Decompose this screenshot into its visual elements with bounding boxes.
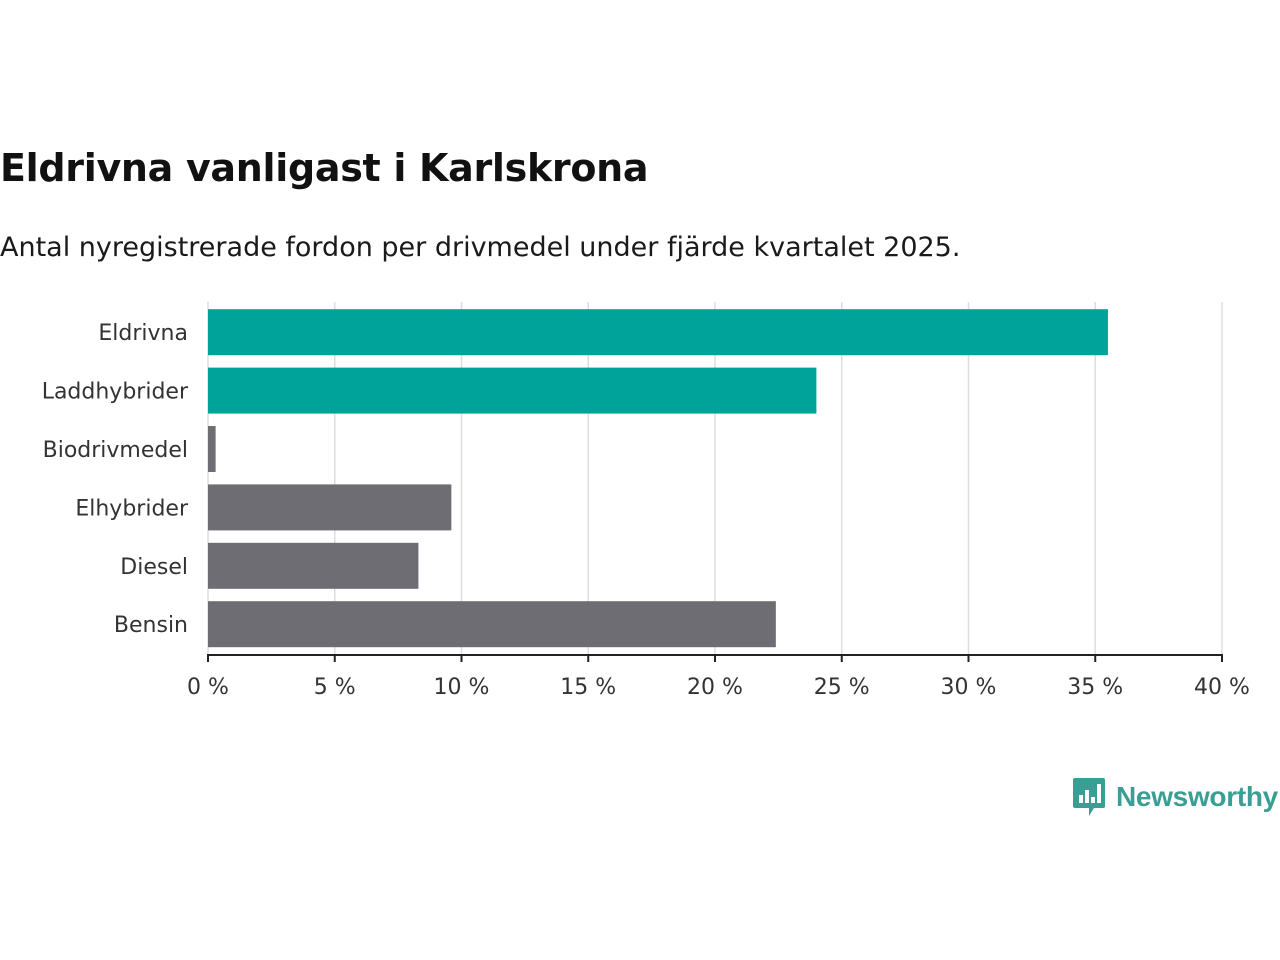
- category-label: Bensin: [114, 613, 188, 638]
- category-label: Eldrivna: [98, 321, 188, 346]
- bar: [208, 601, 776, 648]
- x-tick-label: 35 %: [1067, 675, 1123, 700]
- brand-name: Newsworthy: [1116, 781, 1278, 812]
- x-tick-label: 40 %: [1194, 675, 1250, 700]
- y-axis-categories: Eldrivna Laddhybrider Biodrivmedel Elhybrid…: [42, 321, 189, 638]
- newsworthy-brand: Newsworthy: [1072, 776, 1278, 818]
- x-tick-label: 30 %: [941, 675, 997, 700]
- category-label: Elhybrider: [75, 496, 189, 521]
- x-tick-label: 20 %: [687, 675, 743, 700]
- bar-chart: 0 % 5 % 10 % 15 % 20 % 25 % 30 % 35 % 40 % Eldri…: [42, 302, 1250, 700]
- x-tick-label: 10 %: [434, 675, 490, 700]
- bar: [208, 367, 817, 414]
- chart-subtitle: Antal nyregistrerade fordon per drivmede…: [0, 232, 961, 263]
- x-tick-label: 0 %: [187, 675, 229, 700]
- newsworthy-logo-icon: [1073, 778, 1105, 816]
- chart-bars: [208, 309, 1108, 648]
- x-tick-label: 5 %: [314, 675, 356, 700]
- chart-title: Eldrivna vanligast i Karlskrona: [0, 146, 649, 190]
- chart-gridlines: [207, 302, 1223, 655]
- x-tick-label: 15 %: [560, 675, 616, 700]
- category-label: Laddhybrider: [42, 380, 189, 405]
- category-label: Diesel: [120, 555, 188, 580]
- x-tick-label: 25 %: [814, 675, 870, 700]
- bar: [208, 484, 452, 531]
- bar: [208, 542, 419, 589]
- bar: [208, 309, 1108, 356]
- bar: [208, 426, 216, 472]
- category-label: Biodrivmedel: [43, 438, 188, 463]
- x-axis: 0 % 5 % 10 % 15 % 20 % 25 % 30 % 35 % 40 %: [187, 654, 1250, 700]
